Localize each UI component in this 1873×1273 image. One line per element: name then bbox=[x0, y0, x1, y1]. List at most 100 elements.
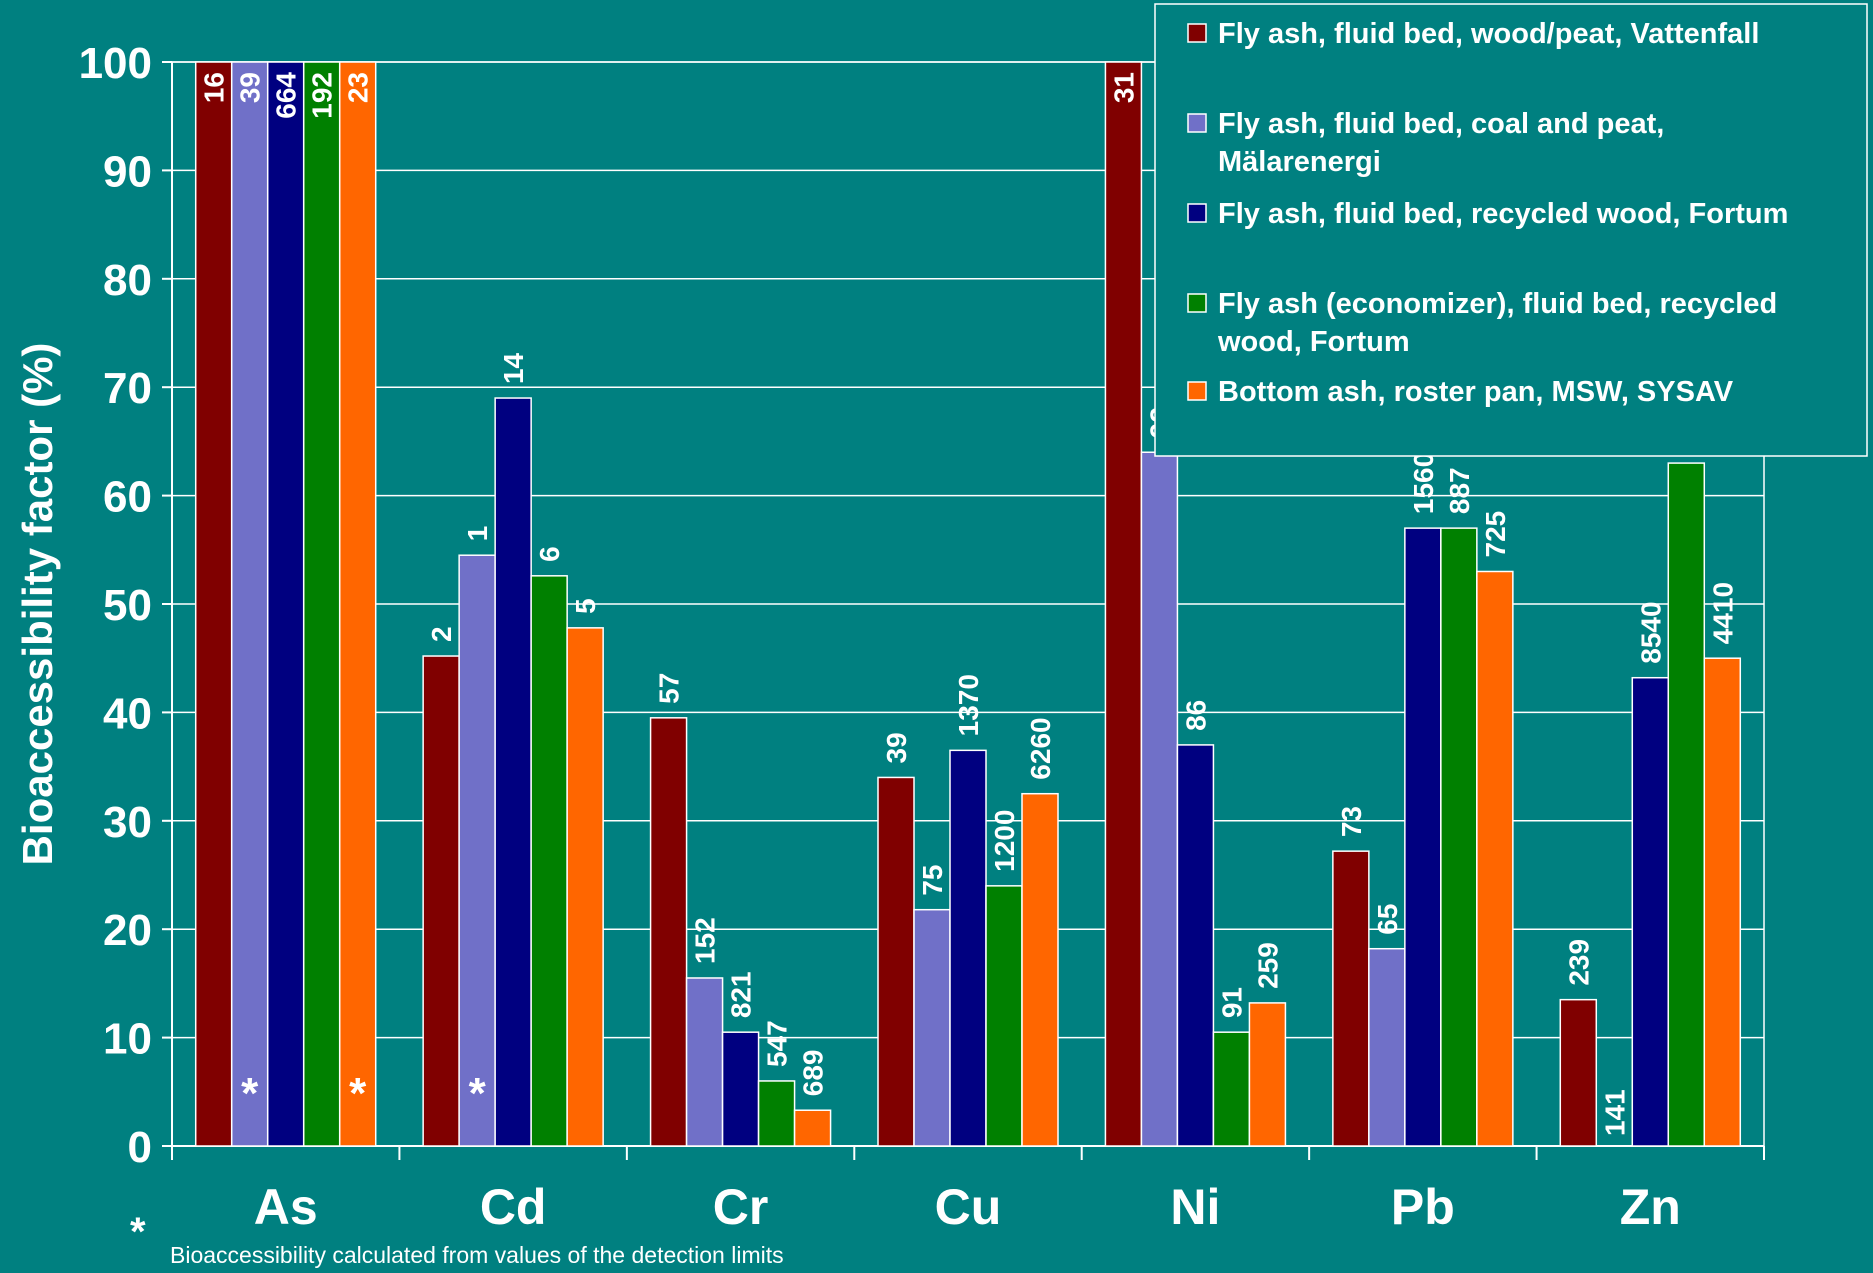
x-tick-label: Pb bbox=[1391, 1179, 1455, 1235]
y-tick-label: 60 bbox=[103, 473, 152, 522]
bar bbox=[877, 776, 915, 1147]
bar bbox=[793, 1109, 832, 1147]
legend-label: Mälarenergi bbox=[1218, 146, 1381, 178]
bar bbox=[685, 977, 724, 1147]
x-tick-label: As bbox=[254, 1179, 318, 1235]
bar bbox=[1332, 850, 1370, 1147]
bar bbox=[985, 885, 1023, 1147]
bar-value-label: 1200 bbox=[989, 810, 1020, 872]
bar bbox=[1104, 61, 1143, 1147]
bar-value-label: 725 bbox=[1480, 511, 1511, 558]
y-tick-label: 50 bbox=[103, 581, 152, 630]
bar-value-label: 547 bbox=[762, 1020, 793, 1067]
bar-value-label: 689 bbox=[798, 1050, 829, 1097]
bar bbox=[949, 749, 987, 1147]
bars bbox=[194, 61, 1742, 1147]
bar bbox=[1212, 1031, 1251, 1147]
bar bbox=[1368, 947, 1406, 1147]
bar bbox=[757, 1080, 796, 1147]
bar bbox=[721, 1031, 760, 1147]
bar-value-label: 57 bbox=[654, 673, 685, 704]
bar-value-label: 259 bbox=[1252, 942, 1283, 989]
bar-value-label: 141 bbox=[1599, 1089, 1630, 1136]
legend-label: Bottom ash, roster pan, MSW, SYSAV bbox=[1218, 376, 1734, 408]
asterisk-marker: * bbox=[241, 1069, 259, 1118]
x-tick-label: Cu bbox=[935, 1179, 1002, 1235]
bar-value-label: 2 bbox=[426, 626, 457, 642]
footnote-text: Bioaccessibility calculated from values … bbox=[170, 1242, 784, 1268]
bar-value-label: 1560 bbox=[1408, 452, 1439, 514]
bar-value-label: 821 bbox=[726, 971, 757, 1018]
bar-value-label: 86 bbox=[1180, 700, 1211, 731]
bar bbox=[458, 554, 496, 1147]
bar bbox=[1667, 462, 1706, 1147]
bar-value-label: 6 bbox=[534, 546, 565, 562]
bar bbox=[1404, 527, 1442, 1147]
legend-label: Fly ash, fluid bed, wood/peat, Vattenfal… bbox=[1218, 18, 1759, 50]
y-tick-label: 100 bbox=[79, 39, 152, 88]
bar-value-label: 73 bbox=[1336, 806, 1367, 837]
bar-value-label: 16 bbox=[199, 72, 230, 103]
legend-swatch bbox=[1187, 23, 1207, 43]
bar-value-label: 192 bbox=[307, 72, 338, 119]
y-tick-label: 0 bbox=[128, 1123, 152, 1172]
bar bbox=[913, 908, 951, 1147]
bar-value-label: 75 bbox=[917, 865, 948, 896]
legend-box bbox=[1154, 3, 1868, 457]
bar bbox=[1440, 527, 1478, 1147]
bar bbox=[1476, 570, 1514, 1147]
asterisk-marker: * bbox=[349, 1069, 367, 1118]
bar bbox=[1248, 1002, 1287, 1147]
legend-label: Fly ash, fluid bed, recycled wood, Fortu… bbox=[1218, 198, 1788, 230]
bar bbox=[1021, 792, 1059, 1147]
bar bbox=[1631, 676, 1670, 1147]
x-tick-label: Cr bbox=[713, 1179, 769, 1235]
bar-value-label: 152 bbox=[690, 917, 721, 964]
y-tick-label: 20 bbox=[103, 906, 152, 955]
bar-value-label: 39 bbox=[881, 732, 912, 763]
bar bbox=[266, 61, 305, 1147]
bar bbox=[1176, 744, 1215, 1147]
bar bbox=[530, 575, 568, 1147]
bar-value-label: 8540 bbox=[1635, 601, 1666, 663]
bar bbox=[194, 61, 233, 1147]
bar-value-label: 1 bbox=[462, 526, 493, 542]
axes: 0 10 20 30 40 50 60 70 80 90 100 Bioaccessibility f… bbox=[14, 39, 1765, 1235]
legend-label: wood, Fortum bbox=[1217, 326, 1410, 358]
bar bbox=[1703, 657, 1742, 1147]
bar bbox=[302, 61, 341, 1147]
x-tick-label: Cd bbox=[480, 1179, 547, 1235]
bar-value-label: 23 bbox=[343, 72, 374, 103]
x-tick-label: Ni bbox=[1170, 1179, 1220, 1235]
bar-value-label: 6260 bbox=[1025, 717, 1056, 779]
legend-swatch bbox=[1187, 203, 1207, 223]
footnote: * Bioaccessibility calculated from values… bbox=[130, 1210, 784, 1268]
y-axis-title: Bioaccessibility factor (%) bbox=[14, 343, 61, 866]
bar-value-label: 239 bbox=[1563, 939, 1594, 986]
x-tick-label: Zn bbox=[1620, 1179, 1681, 1235]
bar bbox=[338, 61, 377, 1147]
bar bbox=[494, 397, 532, 1147]
asterisk-marker: * bbox=[469, 1069, 487, 1118]
legend-swatch bbox=[1187, 113, 1207, 133]
bar-value-label: 31 bbox=[1108, 72, 1139, 103]
bar-value-label: 65 bbox=[1372, 904, 1403, 935]
y-tick-label: 90 bbox=[103, 147, 152, 196]
bar bbox=[422, 655, 460, 1147]
bar-value-label: 887 bbox=[1444, 467, 1475, 514]
y-tick-label: 80 bbox=[103, 256, 152, 305]
legend-swatch bbox=[1187, 293, 1207, 313]
y-tick-label: 70 bbox=[103, 364, 152, 413]
y-tick-label: 40 bbox=[103, 689, 152, 738]
bar bbox=[230, 61, 269, 1147]
bar-value-label: 1370 bbox=[953, 674, 984, 736]
bar-value-label: 5 bbox=[570, 598, 601, 614]
bar bbox=[1140, 451, 1179, 1147]
bar-value-label: 91 bbox=[1216, 987, 1247, 1018]
legend-label: Fly ash (economizer), fluid bed, recycle… bbox=[1218, 288, 1777, 320]
bar bbox=[566, 627, 604, 1147]
y-tick-label: 10 bbox=[103, 1015, 152, 1064]
legend: Fly ash, fluid bed, wood/peat, Vattenfal… bbox=[1154, 3, 1868, 457]
bar-value-label: 664 bbox=[271, 72, 302, 119]
